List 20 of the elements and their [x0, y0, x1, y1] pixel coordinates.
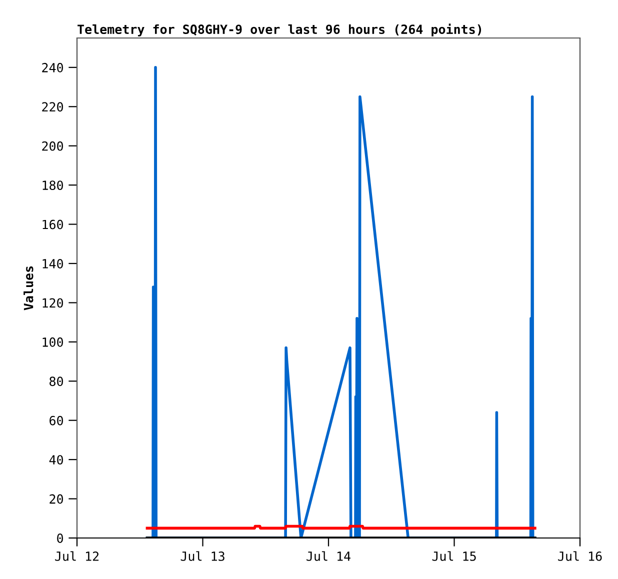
y-tick-label: 0	[57, 534, 63, 543]
x-tick-label: Jul 13	[180, 551, 224, 561]
x-tick-label: Jul 12	[55, 551, 99, 561]
y-tick-label: 200	[42, 141, 63, 151]
x-tick-label: Jul 16	[558, 551, 602, 561]
y-axis-title: Values	[24, 266, 34, 310]
y-tick-label: 40	[49, 455, 63, 465]
y-tick-label: 100	[42, 337, 63, 347]
y-tick-label: 180	[42, 180, 63, 190]
y-tick-label: 120	[42, 298, 63, 308]
chart-title: Telemetry for SQ8GHY-9 over last 96 hours (264 points)	[78, 24, 482, 36]
x-tick-label: Jul 14	[306, 551, 350, 561]
y-tick-label: 60	[50, 416, 63, 426]
y-tick-label: 160	[42, 220, 63, 230]
y-tick-label: 220	[42, 102, 63, 112]
y-tick-label: 80	[50, 376, 63, 386]
y-tick-label: 20	[50, 494, 63, 504]
y-tick-label: 140	[42, 258, 63, 268]
y-tick-label: 240	[42, 62, 63, 72]
x-tick-label: Jul 15	[432, 551, 476, 561]
